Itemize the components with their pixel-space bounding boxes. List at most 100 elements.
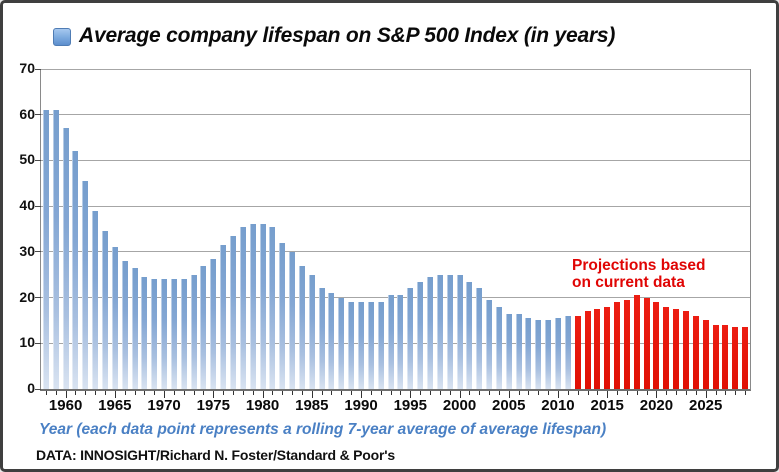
gridline-20: [41, 297, 750, 299]
x-axis-tick-label-2005: 2005: [492, 397, 526, 414]
y-axis-tick-label-50: 50: [19, 151, 35, 168]
x-axis-tick-2012: [577, 391, 579, 395]
x-axis-tick-2023: [685, 391, 687, 395]
bar-2011: [564, 315, 571, 389]
bar-2026: [712, 325, 719, 389]
x-axis-tick-2007: [528, 391, 530, 395]
x-axis-tick-1964: [105, 391, 106, 395]
bar-2005: [505, 313, 512, 389]
bar-1992: [377, 302, 384, 389]
x-axis-tick-2000: [459, 391, 461, 398]
gridline-30: [41, 251, 750, 253]
x-axis-tick-1973: [193, 391, 195, 395]
bar-1966: [121, 261, 128, 389]
x-axis-tick-1987: [331, 391, 333, 395]
x-axis-tick-2025: [705, 391, 707, 398]
y-axis-tick-label-40: 40: [19, 197, 35, 214]
x-axis-tick-1982: [282, 391, 284, 395]
x-axis-tick-2004: [498, 391, 500, 395]
bar-1988: [338, 297, 345, 389]
bar-1967: [131, 267, 138, 389]
bar-1971: [170, 279, 177, 389]
x-axis-tick-2002: [479, 391, 481, 395]
plot-area: Projections based on current data 0 10 20 3…: [19, 60, 751, 414]
x-axis-tick-label-1975: 1975: [196, 397, 230, 414]
bar-1958: [42, 110, 49, 389]
bar-1968: [141, 277, 148, 389]
x-axis-tick-1958: [45, 391, 47, 395]
bar-2004: [495, 306, 502, 389]
bar-2028: [732, 327, 739, 389]
x-axis-tick-2024: [695, 391, 697, 395]
x-axis-tick-1970: [164, 391, 166, 398]
projection-annotation: Projections based on current data: [572, 257, 706, 291]
x-axis-tick-1997: [429, 391, 431, 395]
x-axis-tick-1975: [213, 391, 215, 398]
x-axis-tick-1978: [242, 391, 244, 395]
x-axis-tick-1985: [311, 391, 313, 398]
bar-2009: [545, 320, 552, 389]
bar-1979: [249, 224, 256, 389]
x-axis-tick-1974: [203, 391, 205, 395]
x-axis-tick-2003: [489, 391, 491, 395]
x-axis-tick-2018: [636, 391, 638, 395]
x-axis-tick-2001: [469, 391, 471, 395]
y-axis-tick: [35, 68, 41, 70]
bar-2010: [554, 318, 561, 389]
x-axis-tick-2028: [735, 391, 737, 395]
bar-2016: [614, 302, 621, 389]
x-axis-tick-label-2010: 2010: [541, 397, 575, 414]
x-axis-tick-1967: [134, 391, 136, 395]
bar-2017: [623, 299, 630, 389]
x-axis-tick-2020: [656, 391, 658, 398]
x-axis-tick-2021: [666, 391, 668, 395]
bar-2018: [633, 295, 640, 389]
y-axis-tick: [35, 388, 41, 390]
bar-1975: [210, 258, 217, 389]
x-axis-tick-1983: [292, 391, 294, 395]
x-axis-tick-1993: [390, 391, 392, 395]
bar-1973: [190, 274, 197, 389]
y-axis-tick-label-30: 30: [19, 242, 35, 259]
bar-2014: [594, 309, 601, 389]
x-axis-tick-1999: [449, 391, 451, 395]
x-axis-tick-1969: [154, 391, 156, 395]
bar-2024: [692, 315, 699, 389]
bar-1980: [259, 224, 266, 389]
bar-2003: [486, 299, 493, 389]
x-axis-tick-2016: [617, 391, 619, 395]
gridline-50: [41, 159, 750, 161]
x-axis-tick-1960: [65, 391, 67, 398]
x-axis-tick-1971: [173, 391, 175, 395]
bar-1965: [111, 247, 118, 389]
x-axis-tick-1965: [114, 391, 116, 398]
bar-1987: [328, 293, 335, 389]
y-axis-tick: [35, 251, 41, 253]
x-axis-tick-1981: [272, 391, 274, 395]
bar-1996: [417, 281, 424, 389]
bar-1962: [82, 181, 89, 389]
y-axis-tick: [35, 205, 41, 207]
x-axis-tick-2022: [676, 391, 678, 395]
x-axis-tick-1976: [223, 391, 225, 395]
bar-2029: [742, 327, 749, 389]
x-axis-tick-2006: [518, 391, 520, 395]
bar-1995: [407, 288, 414, 389]
bar-1982: [279, 242, 286, 389]
x-axis-tick-1994: [400, 391, 402, 395]
projection-annotation-line1: Projections based: [572, 257, 706, 274]
bar-1960: [62, 128, 69, 389]
bar-1970: [161, 279, 168, 389]
bar-2000: [456, 274, 463, 389]
x-axis-tick-label-2000: 2000: [442, 397, 477, 414]
bar-2023: [682, 311, 689, 389]
bar-1986: [318, 288, 325, 389]
x-axis-tick-label-1965: 1965: [98, 397, 132, 414]
x-axis-tick-1977: [233, 391, 235, 395]
bar-2021: [663, 306, 670, 389]
x-axis-tick-label-1990: 1990: [344, 397, 378, 414]
x-axis-tick-2029: [745, 391, 747, 395]
bar-1969: [151, 279, 158, 389]
x-axis-tick-label-1960: 1960: [48, 397, 83, 414]
bar-1990: [358, 302, 365, 389]
